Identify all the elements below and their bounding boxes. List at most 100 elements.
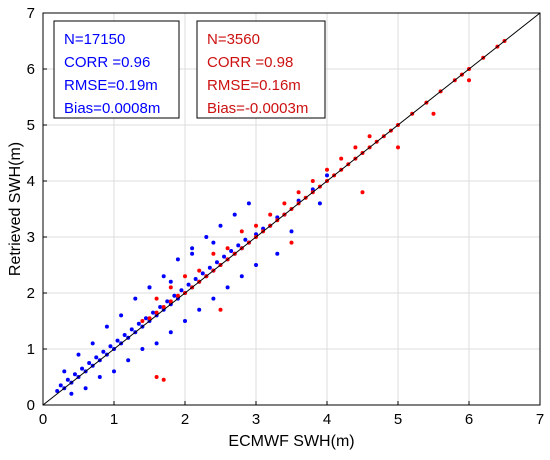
red-point: [268, 212, 273, 217]
blue-point: [90, 341, 95, 346]
blue-point: [218, 223, 223, 228]
red-stats-box: N=3560 CORR =0.98 RMSE=0.16m Bias=-0.000…: [196, 20, 326, 119]
red-point: [147, 316, 152, 321]
blue-point: [254, 263, 258, 267]
blue-point: [112, 369, 116, 374]
blue-point: [151, 310, 156, 315]
y-tick-label: 5: [27, 117, 35, 134]
blue-point: [168, 330, 173, 335]
y-tick-label: 0: [27, 397, 35, 414]
blue-point: [190, 251, 195, 256]
y-tick-label: 6: [27, 61, 35, 78]
red-stats-frame: [196, 20, 326, 119]
blue-point: [207, 265, 212, 270]
blue-point: [161, 274, 166, 279]
x-tick-label: 5: [394, 411, 402, 428]
blue-point: [211, 296, 216, 301]
blue-point: [80, 366, 85, 371]
blue-point: [147, 285, 152, 290]
reference-line: [42, 12, 541, 406]
blue-point: [83, 386, 88, 391]
red-point: [353, 145, 358, 150]
blue-point: [325, 173, 329, 178]
red-point: [296, 190, 301, 195]
blue-point: [140, 347, 145, 351]
blue-point: [143, 316, 148, 321]
blue-point: [175, 257, 180, 262]
blue-point: [133, 296, 138, 301]
y-tick-label: 4: [27, 173, 35, 190]
blue-point: [254, 232, 258, 237]
blue-point: [200, 271, 205, 276]
y-tick-label: 7: [27, 5, 35, 22]
plot-frame: [42, 12, 541, 406]
x-axis-label: ECMWF SWH(m): [228, 433, 354, 450]
blue-point: [165, 299, 170, 304]
x-tick-label: 3: [252, 411, 260, 428]
x-tick-label: 6: [465, 411, 473, 428]
blue-point: [87, 361, 92, 365]
blue-point: [222, 254, 227, 259]
red-point: [339, 156, 344, 161]
blue-stats-box: N=17150 CORR =0.96 RMSE=0.19m Bias=0.000…: [53, 20, 180, 119]
red-point: [140, 319, 145, 323]
blue-point: [168, 279, 173, 284]
blue-point: [275, 251, 280, 256]
red-point: [431, 111, 436, 116]
red-point: [168, 285, 173, 290]
red-point: [325, 167, 329, 172]
grid: [42, 12, 541, 406]
y-axis-label: Retrieved SWH(m): [7, 142, 24, 276]
blue-point: [261, 226, 266, 231]
red-point: [467, 78, 471, 83]
blue-point: [94, 355, 99, 360]
blue-point: [197, 307, 202, 312]
blue-point: [62, 369, 67, 374]
blue-point: [214, 260, 219, 265]
y-tick-label: 1: [27, 341, 35, 358]
blue-point: [69, 391, 74, 396]
blue-point: [243, 237, 248, 242]
blue-point: [172, 293, 177, 298]
blue-point: [236, 243, 241, 248]
x-tick-label: 7: [536, 411, 544, 428]
blue-point: [211, 240, 216, 245]
blue-point: [108, 344, 113, 349]
blue-point: [115, 338, 120, 343]
blue-point: [317, 201, 322, 206]
x-tick-label: 1: [110, 411, 118, 428]
blue-point: [296, 198, 301, 203]
blue-stat-corr: CORR =0.96: [64, 54, 150, 71]
red-point: [154, 296, 159, 301]
blue-point: [225, 285, 230, 290]
blue-point: [310, 187, 315, 192]
blue-point: [183, 319, 187, 323]
red-point: [161, 377, 166, 382]
x-tick-label: 0: [39, 411, 47, 428]
blue-stats-frame: [53, 20, 180, 119]
blue-point: [72, 372, 77, 377]
blue-point: [101, 349, 106, 354]
blue-point: [55, 389, 60, 393]
x-tick-label: 2: [181, 411, 189, 428]
blue-point: [246, 201, 251, 206]
red-point: [161, 305, 166, 309]
blue-point: [275, 215, 280, 220]
blue-point: [289, 229, 294, 234]
red-point: [282, 201, 287, 206]
red-point: [218, 307, 223, 312]
blue-point: [76, 352, 81, 357]
red-point: [367, 134, 372, 139]
red-point: [183, 274, 187, 279]
red-stat-n: N=3560: [207, 31, 260, 48]
red-point: [310, 179, 315, 183]
red-point: [168, 299, 173, 304]
red-stat-corr: CORR =0.98: [207, 54, 293, 71]
red-point: [211, 251, 216, 256]
red-point: [254, 223, 258, 228]
blue-point: [122, 333, 127, 337]
red-point: [154, 310, 159, 315]
red-point: [197, 268, 202, 273]
